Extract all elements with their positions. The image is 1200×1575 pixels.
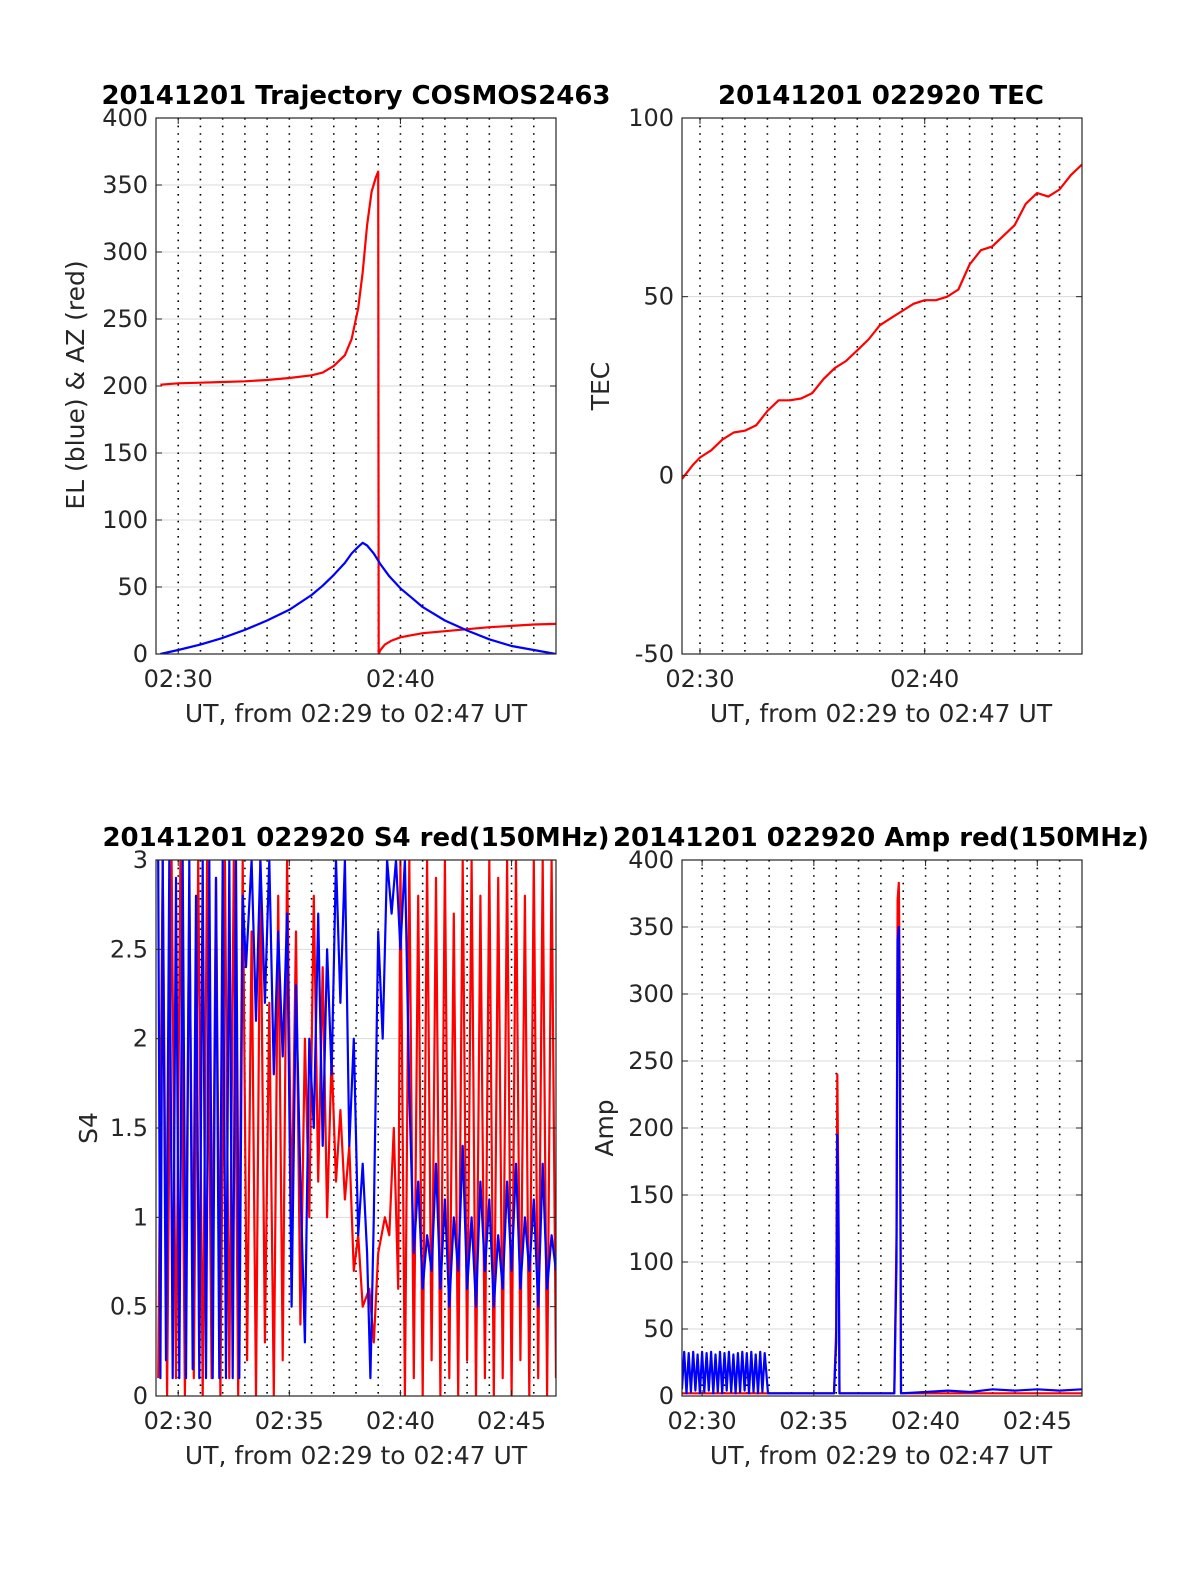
series-line-red <box>160 170 556 654</box>
y-tick-label: 250 <box>628 1047 674 1075</box>
x-axis-label: UT, from 02:29 to 02:47 UT <box>185 1441 528 1470</box>
y-tick-label: 3 <box>133 846 148 874</box>
y-tick-label: 200 <box>102 372 148 400</box>
x-tick-label: 02:40 <box>366 665 435 693</box>
series-line-blue <box>157 860 556 1380</box>
chart-title: 20141201 022920 S4 red(150MHz) <box>102 823 609 853</box>
y-tick-label: 0 <box>133 1382 148 1410</box>
chart-title: 20141201 Trajectory COSMOS2463 <box>101 81 610 111</box>
chart-title: 20141201 022920 TEC <box>718 81 1044 111</box>
x-tick-label: 02:45 <box>477 1407 546 1435</box>
x-tick-label: 02:30 <box>144 665 213 693</box>
y-axis-label: EL (blue) & AZ (red) <box>61 260 90 509</box>
y-tick-label: 350 <box>102 171 148 199</box>
y-tick-label: 400 <box>102 104 148 132</box>
y-tick-label: 250 <box>102 305 148 333</box>
x-axis-label: UT, from 02:29 to 02:47 UT <box>710 1441 1053 1470</box>
x-tick-label: 02:40 <box>891 1407 960 1435</box>
series-line-blue <box>682 925 1082 1395</box>
y-tick-label: 0 <box>659 1382 674 1410</box>
y-tick-label: 100 <box>628 1248 674 1276</box>
y-tick-label: 100 <box>102 506 148 534</box>
x-tick-label: 02:35 <box>779 1407 848 1435</box>
x-tick-label: 02:35 <box>255 1407 324 1435</box>
y-tick-label: 150 <box>102 439 148 467</box>
series-line-red <box>682 881 1082 1395</box>
y-tick-label: 50 <box>117 573 148 601</box>
y-tick-label: 1 <box>133 1203 148 1231</box>
s4-panel: 0 0.5 1 1.5 2 2.5 3 02:30 02:35 02:40 02:45 201412… <box>74 823 610 1470</box>
x-tick-label: 02:30 <box>144 1407 213 1435</box>
y-tick-label: 350 <box>628 913 674 941</box>
x-tick-label: 02:30 <box>665 665 734 693</box>
x-tick-label: 02:45 <box>1003 1407 1072 1435</box>
y-tick-label: 100 <box>628 104 674 132</box>
y-tick-label: 50 <box>643 283 674 311</box>
y-tick-label: 150 <box>628 1181 674 1209</box>
y-tick-label: 300 <box>102 238 148 266</box>
y-tick-label: 1.5 <box>110 1114 148 1142</box>
y-tick-label: 50 <box>643 1315 674 1343</box>
x-axis-label: UT, from 02:29 to 02:47 UT <box>185 699 528 728</box>
y-axis-label: S4 <box>74 1112 103 1144</box>
y-tick-label: 0 <box>133 640 148 668</box>
series-line-red <box>682 163 1082 480</box>
chart-title: 20141201 022920 Amp red(150MHz) <box>613 823 1149 853</box>
series-line-blue <box>160 541 556 654</box>
y-axis-label: TEC <box>586 362 615 412</box>
y-tick-label: 0 <box>659 461 674 489</box>
y-tick-label: 200 <box>628 1114 674 1142</box>
y-tick-label: 0.5 <box>110 1293 148 1321</box>
y-tick-label: 300 <box>628 980 674 1008</box>
trajectory-panel: 0 50 100 150 200 250 300 350 400 02:30 02:40 20141… <box>61 81 611 728</box>
x-tick-label: 02:40 <box>366 1407 435 1435</box>
y-axis-label: Amp <box>590 1099 619 1156</box>
amp-panel: 0 50 100 150 200 250 300 350 400 02:30 02:35 02:40 0… <box>590 823 1149 1470</box>
y-tick-label: 400 <box>628 846 674 874</box>
x-tick-label: 02:30 <box>668 1407 737 1435</box>
plot-area-frame <box>681 117 1083 655</box>
y-tick-label: 2 <box>133 1025 148 1053</box>
x-tick-label: 02:40 <box>890 665 959 693</box>
y-tick-label: -50 <box>635 640 674 668</box>
x-axis-label: UT, from 02:29 to 02:47 UT <box>710 699 1053 728</box>
y-tick-label: 2.5 <box>110 935 148 963</box>
